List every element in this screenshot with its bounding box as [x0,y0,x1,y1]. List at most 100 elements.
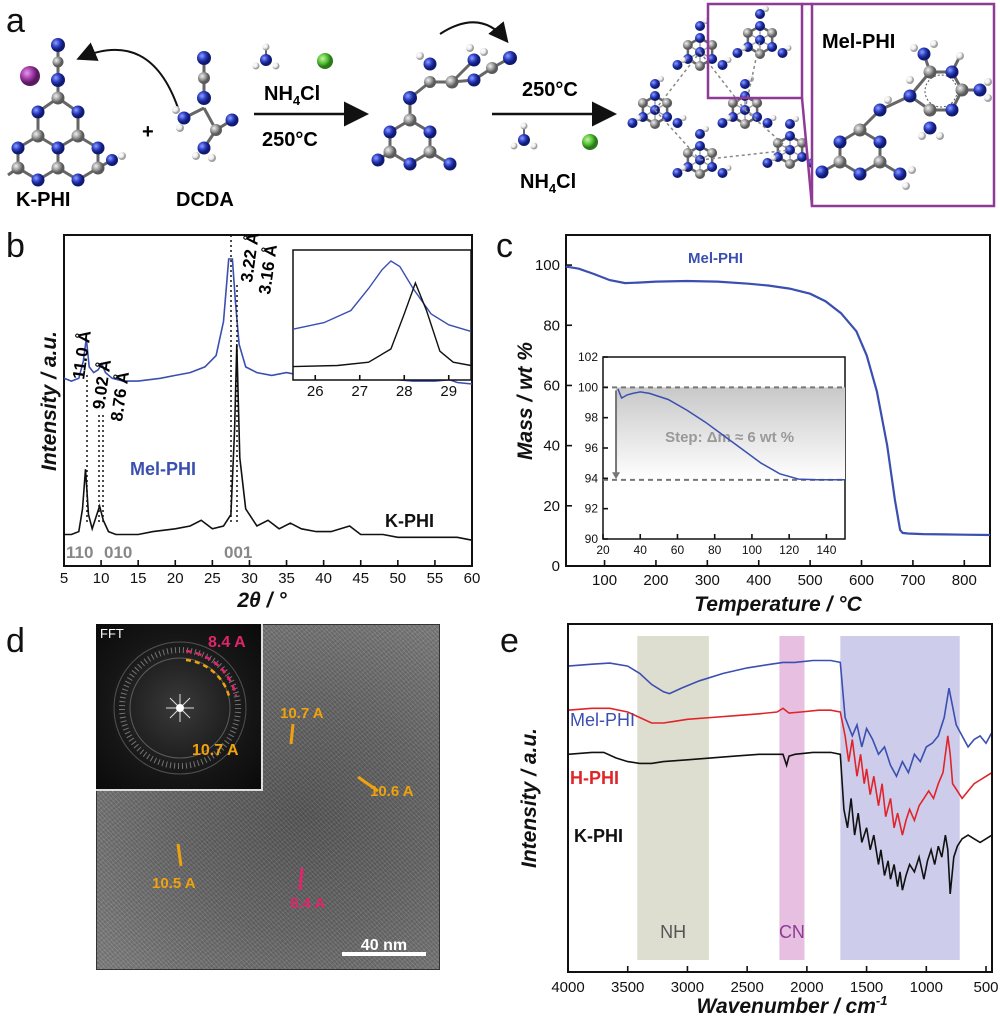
y-tick-label: 80 [543,317,560,334]
band-label-cn: CN [779,922,805,942]
x-tick-label: 100 [592,572,617,589]
series-label-k-phi: K-PHI [385,511,434,531]
inset-line-mel-phi [292,260,472,333]
step1-reagent: NH4Cl [264,83,320,108]
reflection-001: 001 [224,543,252,562]
chloride-ion-1 [317,53,333,69]
x-axis-label: Temperature / °C [694,593,862,616]
panel-c-letter: c [496,227,513,265]
x-tick-label: 1500 [850,979,883,996]
x-tick-label: 10 [93,570,110,587]
x-tick-label: 50 [389,570,406,587]
x-tick-label: 2000 [790,979,823,996]
panel-d-overlay: d 10.7 A 10.6 A 10.5 A 8.4 A 40 nm [6,622,426,956]
y-tick-label: 60 [543,377,560,394]
heptazine-unit [732,6,792,59]
inset-y-tick-label: 96 [585,441,599,455]
inset-x-tick-label: 27 [351,383,368,400]
series-line-mel-phi [567,659,993,779]
x-tick-label: 25 [204,570,221,587]
x-tick-label: 15 [130,570,147,587]
x-tick-label: 1000 [910,979,943,996]
inset-y-tick-label: 94 [585,471,599,485]
series-label-mel-phi: Mel-PHI [130,459,196,479]
panel-e-ftir-chart: e NH CN 4000 3500 3000 2500 2000 1500 1000 500 W… [500,622,999,1018]
x-tick-label: 600 [849,572,874,589]
k-phi-label: K-PHI [16,189,70,211]
x-tick-label: 800 [952,572,977,589]
band-fingerprint [840,636,960,960]
chloride-ion-2 [582,134,598,150]
inset-x-tick-label: 80 [708,543,722,557]
mel-phi-zoom-molecule [815,40,992,190]
inset-x-tick-label: 140 [816,543,836,557]
heptazine-unit [762,116,822,169]
heptazine-unit [672,126,732,179]
inset-y-tick-label: 100 [578,380,598,394]
network-link [654,109,701,161]
network-link [744,109,791,151]
chart-title: Mel-PHI [688,250,743,267]
reflection-110: 110 [66,543,93,562]
series-line-mel-phi [565,265,991,537]
fft-label: FFT [100,626,124,641]
inset-line-k-phi [292,281,472,368]
fft-inset: FFT 8.4 A 10.7 A [96,624,263,791]
dcda-molecule [172,51,239,162]
x-axis-label: 2θ / ° [236,589,287,612]
panel-a-scheme: a + [6,2,996,211]
inset-x-tick-label: 60 [671,543,685,557]
series-line-k-phi [64,344,473,541]
plus-sign: + [142,121,154,143]
x-tick-label: 55 [427,570,444,587]
inset-x-tick-label: 120 [779,543,799,557]
fft-pattern [113,641,247,775]
inset-x-tick-label: 26 [307,383,324,400]
fringe-marker-10-6 [357,775,379,793]
plot-frame [567,623,993,973]
heptazine-unit [627,76,687,129]
fft-10-7-label: 10.7 A [192,742,239,759]
dcda-label: DCDA [176,189,234,211]
heptazine-unit [717,76,777,129]
zoom-frame-small [706,2,804,100]
fringe-label-10-5: 10.5 A [152,875,196,892]
x-tick-label: 2500 [730,979,763,996]
x-axis-label: Wavenumber / cm-1 [697,993,888,1018]
step-label: Step: Δm ≈ 6 wt % [665,429,794,446]
mel-phi-product-label: Mel-PHI [822,31,895,53]
y-tick-label: 100 [535,257,560,274]
x-tick-label: 3500 [611,979,644,996]
panel-b-letter: b [6,227,25,265]
x-tick-label: 5 [60,570,68,587]
y-tick-label: 40 [543,438,560,455]
y-axis-label: Intensity / a.u. [38,331,61,471]
x-tick-label: 20 [167,570,184,587]
reflection-010: 010 [104,543,132,562]
panel-c-tga-chart: c 100 200 300 400 500 600 700 800 0 20 40 60 80 100 T… [496,227,991,616]
x-tick-label: 500 [974,979,999,996]
mel-phi-network [627,6,822,179]
x-tick-label: 45 [352,570,369,587]
series-line-h-phi [567,707,993,836]
fft-8-4-label: 8.4 A [208,634,246,651]
panel-e-letter: e [500,622,519,660]
inset-x-tick-label: 40 [634,543,648,557]
d-spacing-11-0: 11.0 Å [69,329,95,380]
y-tick-label: 0 [552,558,560,575]
fringe-label-10-6: 10.6 A [370,783,414,800]
y-tick-label: 20 [543,498,560,515]
potassium-ion [20,66,40,86]
x-tick-label: 3000 [671,979,704,996]
panel-b-xrd-chart: b 5 10 15 20 25 30 35 40 45 50 55 60 2θ / ° Intensi… [6,227,480,612]
inset-y-tick-label: 98 [585,411,599,425]
x-tick-label: 700 [900,572,925,589]
k-phi-molecule [7,38,126,187]
attack-arrow-1 [76,42,179,109]
fringe-label-10-7: 10.7 A [280,705,324,722]
inset-y-tick-label: 92 [585,502,599,516]
step-arrowhead [612,472,621,480]
inset-y-tick-label: 90 [585,532,599,546]
x-tick-label: 35 [278,570,295,587]
inset-x-tick-label: 20 [596,543,610,557]
